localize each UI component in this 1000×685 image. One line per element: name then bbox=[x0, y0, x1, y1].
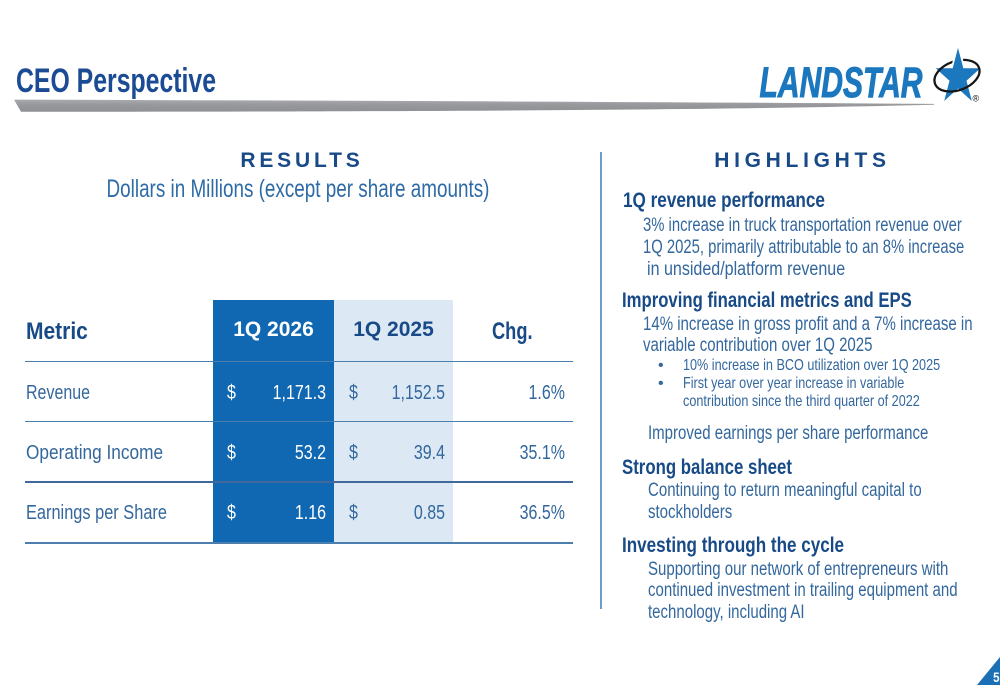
svg-text:®: ® bbox=[973, 94, 980, 104]
svg-text:LANDSTAR: LANDSTAR bbox=[760, 59, 923, 107]
